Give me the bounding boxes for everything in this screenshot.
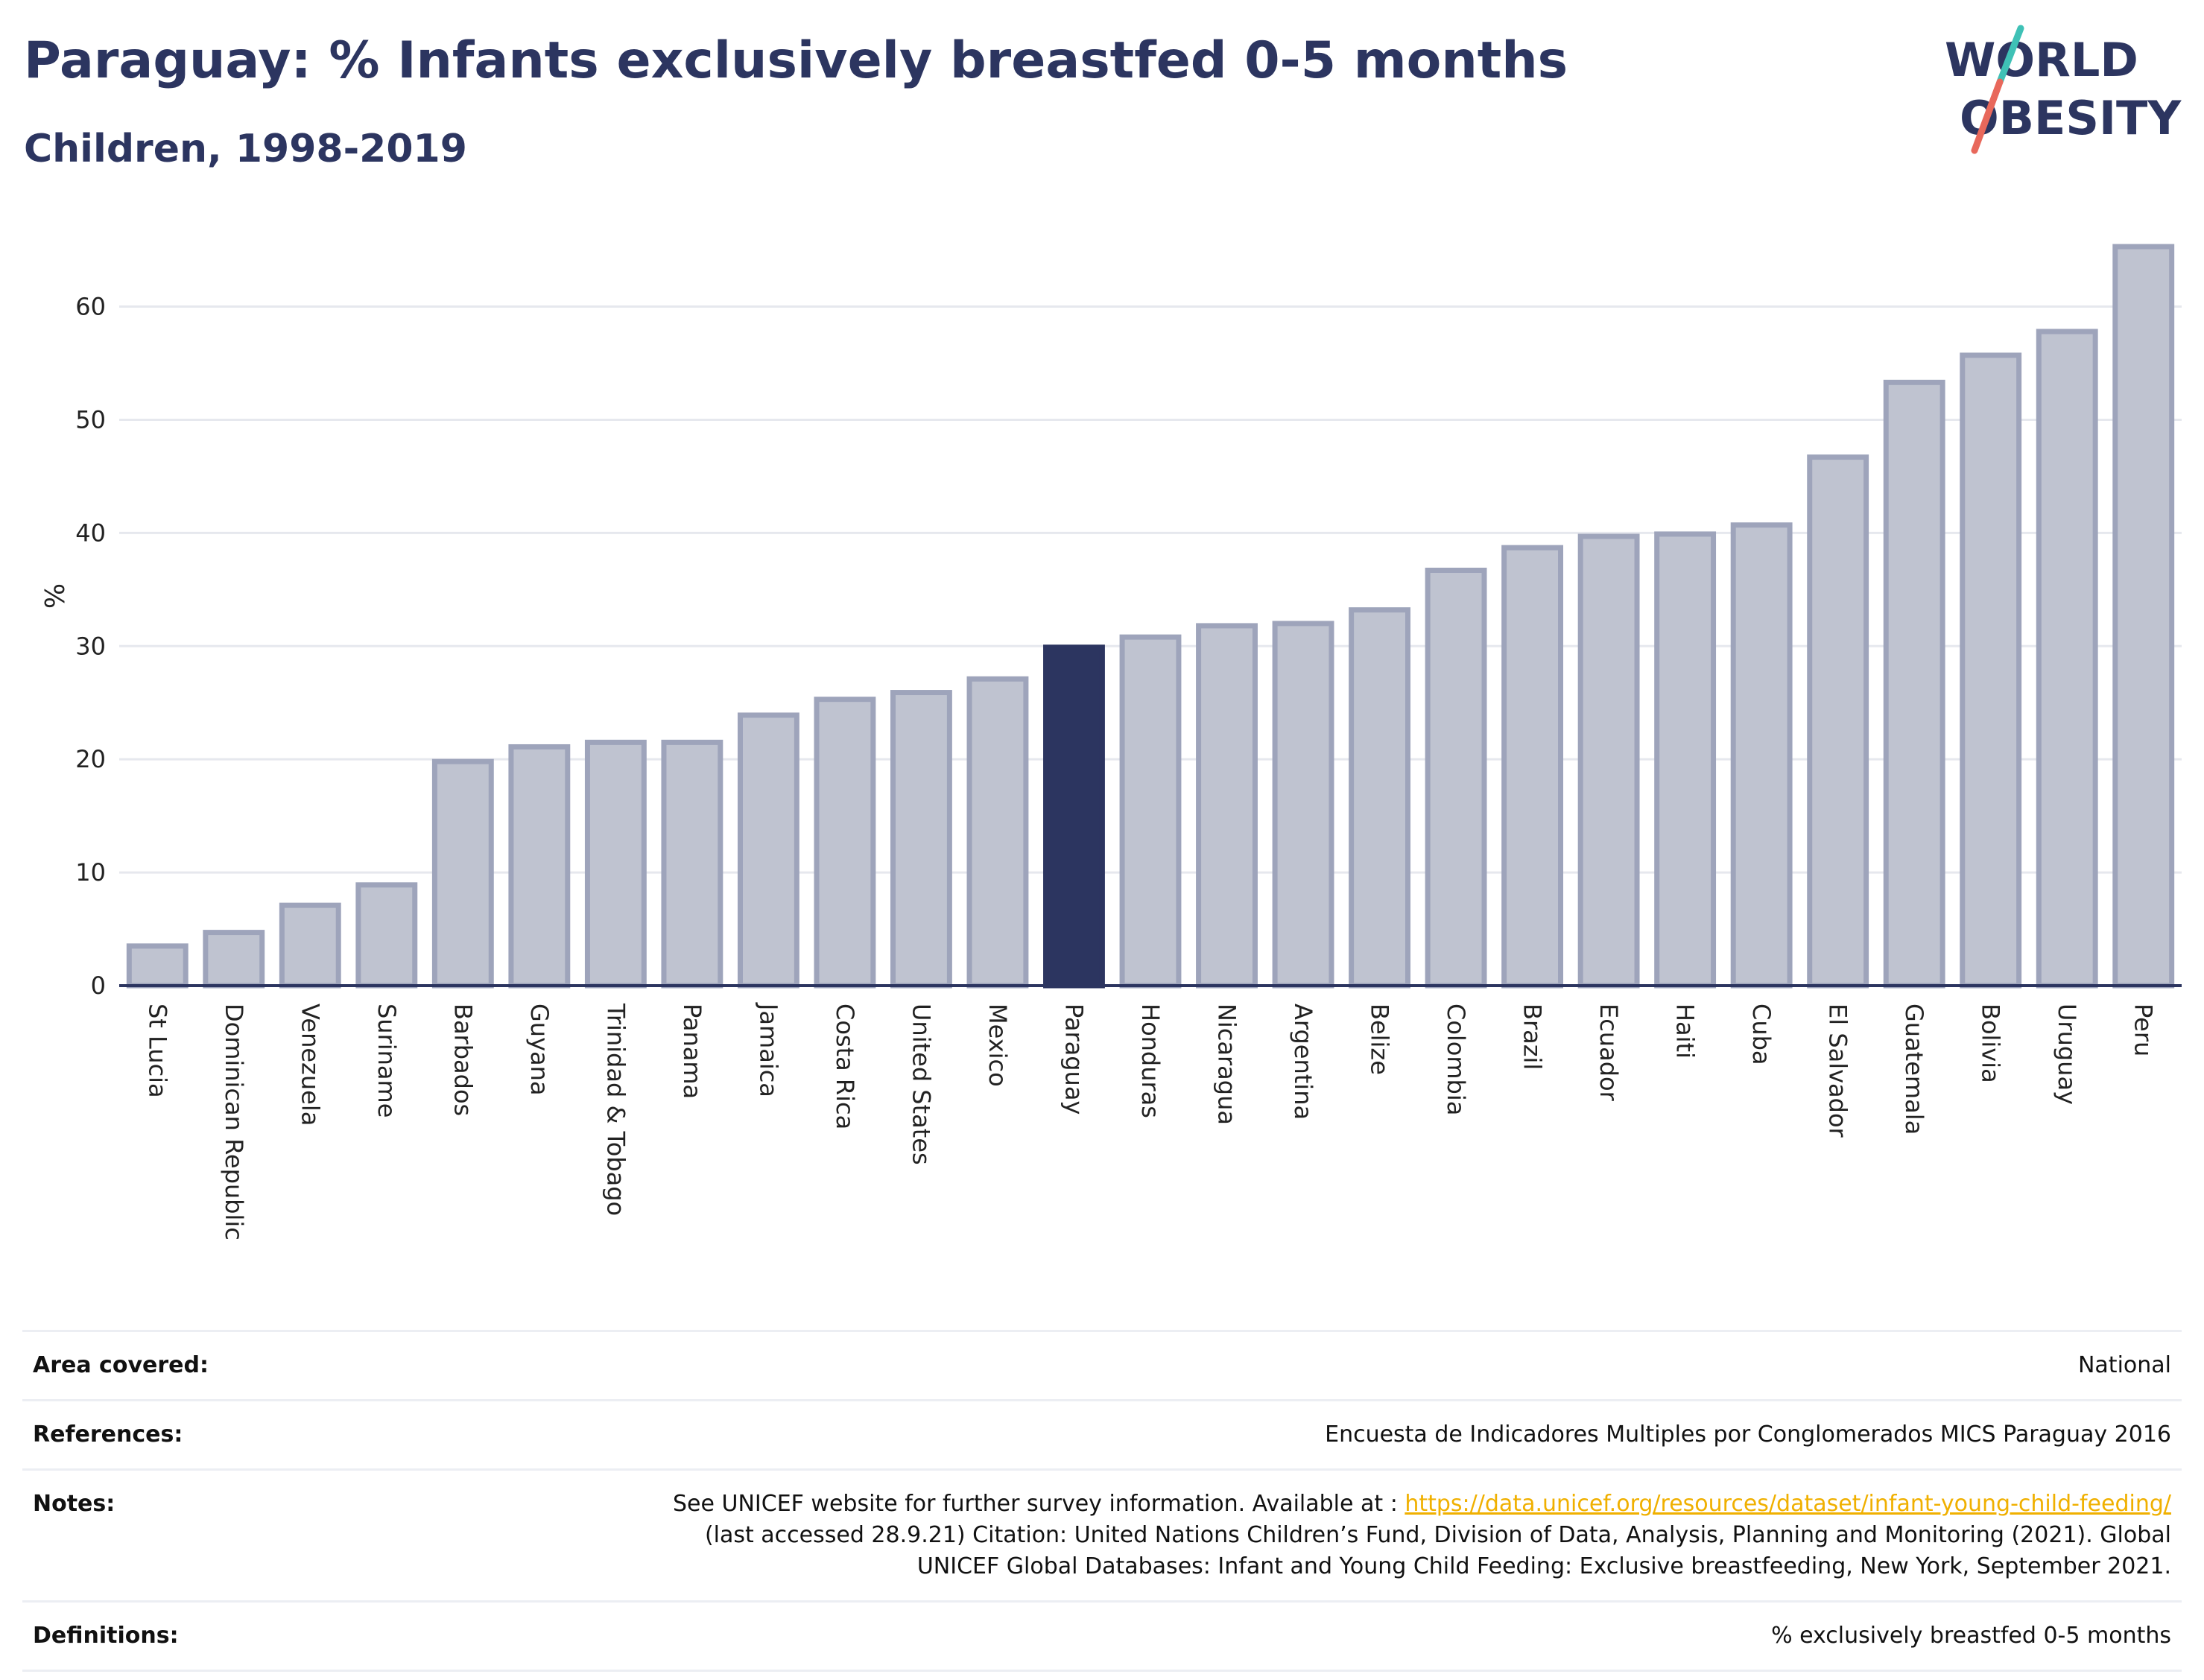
bar-bolivia [1960, 352, 2022, 989]
bar-guatemala [1883, 379, 1945, 989]
x-tick-label-argentina: Argentina [1289, 1004, 1317, 1120]
x-tick-label-el-salvador: El Salvador [1824, 1004, 1852, 1138]
bar-chart: 0 10 20 30 40 50 60 St Lucia Dominican Republic… [38, 244, 2182, 1240]
x-tick-label-barbados: Barbados [449, 1004, 477, 1116]
y-tick-label-50: 50 [75, 405, 106, 434]
y-tick-label-10: 10 [75, 858, 106, 887]
x-tick-label-honduras: Honduras [1136, 1004, 1165, 1118]
x-tick-label-cuba: Cuba [1747, 1004, 1776, 1065]
bar-haiti [1654, 531, 1717, 989]
x-tick-label-bolivia: Bolivia [1977, 1004, 2005, 1083]
bar-uruguay [2036, 329, 2098, 989]
x-tick-label-suriname: Suriname [373, 1004, 401, 1118]
bar-st-lucia [126, 943, 189, 989]
y-tick-label-20: 20 [75, 745, 106, 773]
x-tick-label-brazil: Brazil [1519, 1004, 1547, 1070]
y-tick-label-0: 0 [91, 971, 106, 1000]
x-tick-label-ecuador: Ecuador [1595, 1004, 1623, 1102]
x-tick-label-colombia: Colombia [1442, 1004, 1470, 1115]
x-tick-label-st-lucia: St Lucia [143, 1004, 171, 1098]
notes-line-2: (last accessed 28.9.21) Citation: United… [704, 1522, 2171, 1548]
notes-prefix: See UNICEF website for further survey in… [673, 1491, 1405, 1517]
bar-argentina [1272, 621, 1334, 989]
references-label: References: [22, 1399, 356, 1471]
x-tick-label-guyana: Guyana [525, 1004, 554, 1096]
info-row-area: Area covered: National [22, 1330, 2182, 1401]
bar-costa-rica [814, 697, 876, 989]
bar-mexico [966, 676, 1029, 989]
x-tick-label-mexico: Mexico [984, 1004, 1012, 1087]
axes: 0 10 20 30 40 50 60 [75, 293, 2182, 1000]
bar-colombia [1425, 567, 1487, 989]
bar-panama [661, 739, 723, 989]
x-tick-label-dominican-republic: Dominican Republic [220, 1004, 248, 1240]
x-tick-label-costa-rica: Costa Rica [831, 1004, 859, 1129]
bar-guyana [508, 744, 571, 989]
x-tick-label-panama: Panama [678, 1004, 706, 1099]
x-tick-label-jamaica: Jamaica [754, 1002, 782, 1097]
info-table: Area covered: National References: Encue… [22, 1330, 2182, 1672]
info-row-notes: Notes: See UNICEF website for further su… [22, 1468, 2182, 1603]
definitions-value: % exclusively breastfed 0-5 months [356, 1600, 2182, 1672]
bar-barbados [431, 758, 494, 989]
x-tick-label-peru: Peru [2129, 1004, 2158, 1056]
bar-belize [1349, 607, 1410, 989]
x-tick-labels: St Lucia Dominican Republic Venezuela Surin… [143, 1002, 2157, 1240]
x-tick-label-guatemala: Guatemala [1900, 1004, 1928, 1135]
x-tick-label-trinidad-tobago: Trinidad & Tobago [601, 1003, 630, 1216]
references-value: Encuesta de Indicadores Multiples por Co… [356, 1399, 2182, 1471]
bar-honduras [1119, 634, 1182, 989]
info-row-references: References: Encuesta de Indicadores Mult… [22, 1399, 2182, 1471]
logo-line-world: WORLD [1945, 33, 2138, 87]
x-tick-label-uruguay: Uruguay [2053, 1004, 2081, 1105]
bar-dominican-republic [203, 930, 265, 989]
bar-united-states [890, 690, 952, 989]
y-tick-label-30: 30 [75, 632, 106, 660]
bar-trinidad-tobago [584, 739, 647, 989]
bar-paraguay [1043, 644, 1105, 989]
world-obesity-logo: WORLD OBESITY [1945, 25, 2182, 154]
y-tick-label-60: 60 [75, 293, 106, 321]
y-axis-label: % [38, 583, 69, 609]
logo-slash-teal [1996, 25, 2024, 86]
x-tick-label-united-states: United States [907, 1004, 935, 1165]
info-row-definitions: Definitions: % exclusively breastfed 0-5… [22, 1600, 2182, 1672]
logo-slash-coral [1971, 78, 2004, 154]
bar-el-salvador [1807, 454, 1869, 989]
y-tick-label-40: 40 [75, 519, 106, 547]
x-tick-label-belize: Belize [1366, 1004, 1394, 1075]
definitions-label: Definitions: [22, 1600, 356, 1672]
notes-label: Notes: [22, 1468, 356, 1603]
x-tick-label-haiti: Haiti [1671, 1004, 1700, 1059]
unicef-link[interactable]: https://data.unicef.org/resources/datase… [1405, 1491, 2171, 1517]
bars [126, 244, 2175, 989]
bar-suriname [355, 882, 418, 989]
bar-jamaica [737, 712, 799, 989]
area-label: Area covered: [22, 1330, 356, 1401]
bar-venezuela [279, 902, 341, 989]
bar-ecuador [1577, 533, 1640, 989]
notes-line-3: UNICEF Global Databases: Infant and Youn… [916, 1553, 2171, 1579]
x-tick-label-paraguay: Paraguay [1060, 1004, 1088, 1115]
bar-brazil [1501, 545, 1564, 989]
page-title: Paraguay: % Infants exclusively breastfe… [24, 31, 1568, 90]
page-subtitle: Children, 1998-2019 [24, 127, 467, 171]
bar-nicaragua [1196, 623, 1258, 989]
area-value: National [356, 1330, 2182, 1401]
notes-value: See UNICEF website for further survey in… [356, 1468, 2182, 1603]
x-tick-label-venezuela: Venezuela [296, 1004, 324, 1126]
x-tick-label-nicaragua: Nicaragua [1213, 1004, 1241, 1125]
bar-peru [2112, 244, 2175, 989]
bar-cuba [1730, 522, 1793, 989]
